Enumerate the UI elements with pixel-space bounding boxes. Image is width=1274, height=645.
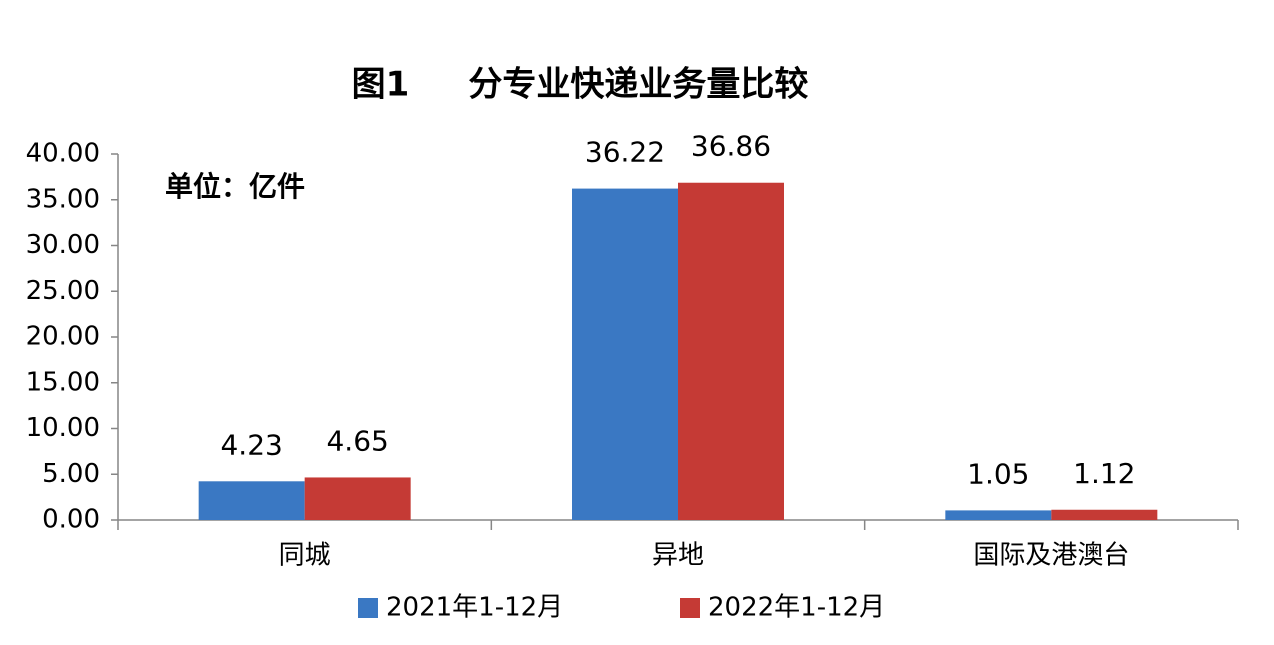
x-tick-label: 异地 bbox=[652, 541, 704, 571]
legend-swatch bbox=[680, 598, 700, 618]
value-label: 36.86 bbox=[691, 130, 771, 163]
y-tick-label: 25.00 bbox=[26, 276, 100, 306]
y-tick-label: 20.00 bbox=[26, 322, 100, 352]
bar bbox=[304, 477, 411, 520]
y-tick-label: 30.00 bbox=[26, 230, 100, 260]
x-tick-label: 国际及港澳台 bbox=[973, 541, 1129, 571]
y-tick-label: 5.00 bbox=[42, 459, 100, 489]
value-label: 4.23 bbox=[220, 428, 282, 461]
bar bbox=[945, 510, 1052, 520]
unit-annotation: 单位：亿件 bbox=[165, 170, 305, 203]
x-tick-label: 同城 bbox=[279, 541, 331, 571]
y-tick-label: 0.00 bbox=[42, 505, 100, 535]
y-tick-label: 40.00 bbox=[26, 139, 100, 169]
bar bbox=[198, 481, 305, 520]
legend-label: 2022年1-12月 bbox=[708, 593, 885, 623]
legend-label: 2021年1-12月 bbox=[386, 593, 563, 623]
value-label: 36.22 bbox=[585, 136, 665, 169]
value-label: 1.05 bbox=[967, 457, 1029, 490]
y-tick-label: 10.00 bbox=[26, 413, 100, 443]
legend-swatch bbox=[358, 598, 378, 618]
bar bbox=[1051, 509, 1158, 520]
value-label: 4.65 bbox=[326, 424, 388, 457]
value-label: 1.12 bbox=[1073, 457, 1135, 490]
chart-title: 图1 分专业快递业务量比较 bbox=[352, 65, 809, 105]
y-tick-label: 15.00 bbox=[26, 367, 100, 397]
y-tick-label: 35.00 bbox=[26, 184, 100, 214]
bar bbox=[678, 182, 784, 520]
bar bbox=[572, 188, 678, 520]
